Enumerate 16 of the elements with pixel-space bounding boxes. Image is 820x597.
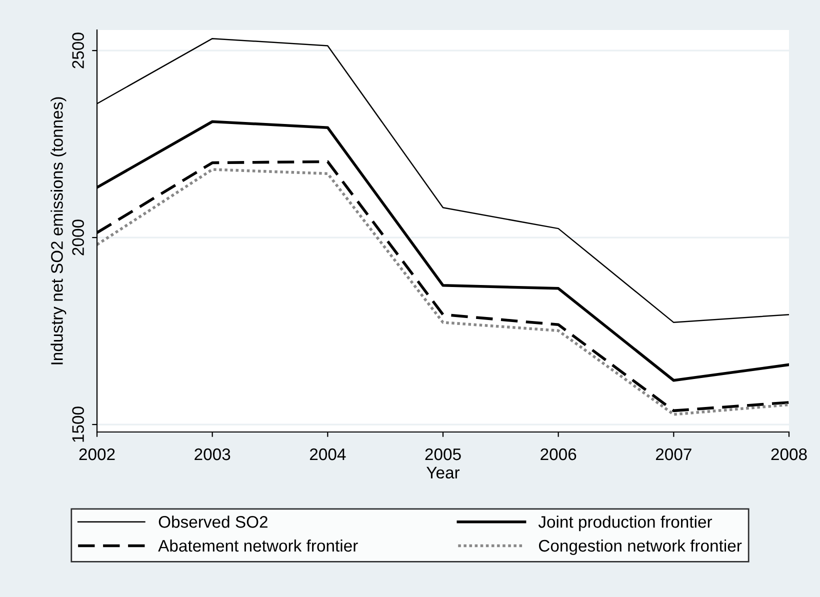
x-tick-label: 2007 — [656, 448, 692, 460]
legend-label: Abatement network frontier — [158, 539, 358, 552]
x-tick-label: 2008 — [771, 448, 807, 460]
x-tick-label: 2003 — [194, 448, 230, 460]
x-tick-label: 2004 — [310, 448, 346, 460]
y-tick-label: 2500 — [72, 32, 84, 68]
legend-label: Congestion network frontier — [538, 539, 742, 555]
y-tick-label: 2000 — [72, 220, 84, 256]
x-tick-label: 2006 — [540, 448, 576, 460]
x-axis-title: Year — [426, 466, 460, 479]
legend-label: Observed SO2 — [158, 516, 268, 528]
x-tick-label: 2005 — [425, 448, 461, 460]
y-axis-title: Industry net SO2 emissions (tonnes) — [50, 97, 66, 364]
legend-label: Joint production frontier — [538, 516, 712, 532]
x-tick-label: 2002 — [79, 448, 115, 460]
y-tick-label: 1500 — [72, 406, 84, 442]
